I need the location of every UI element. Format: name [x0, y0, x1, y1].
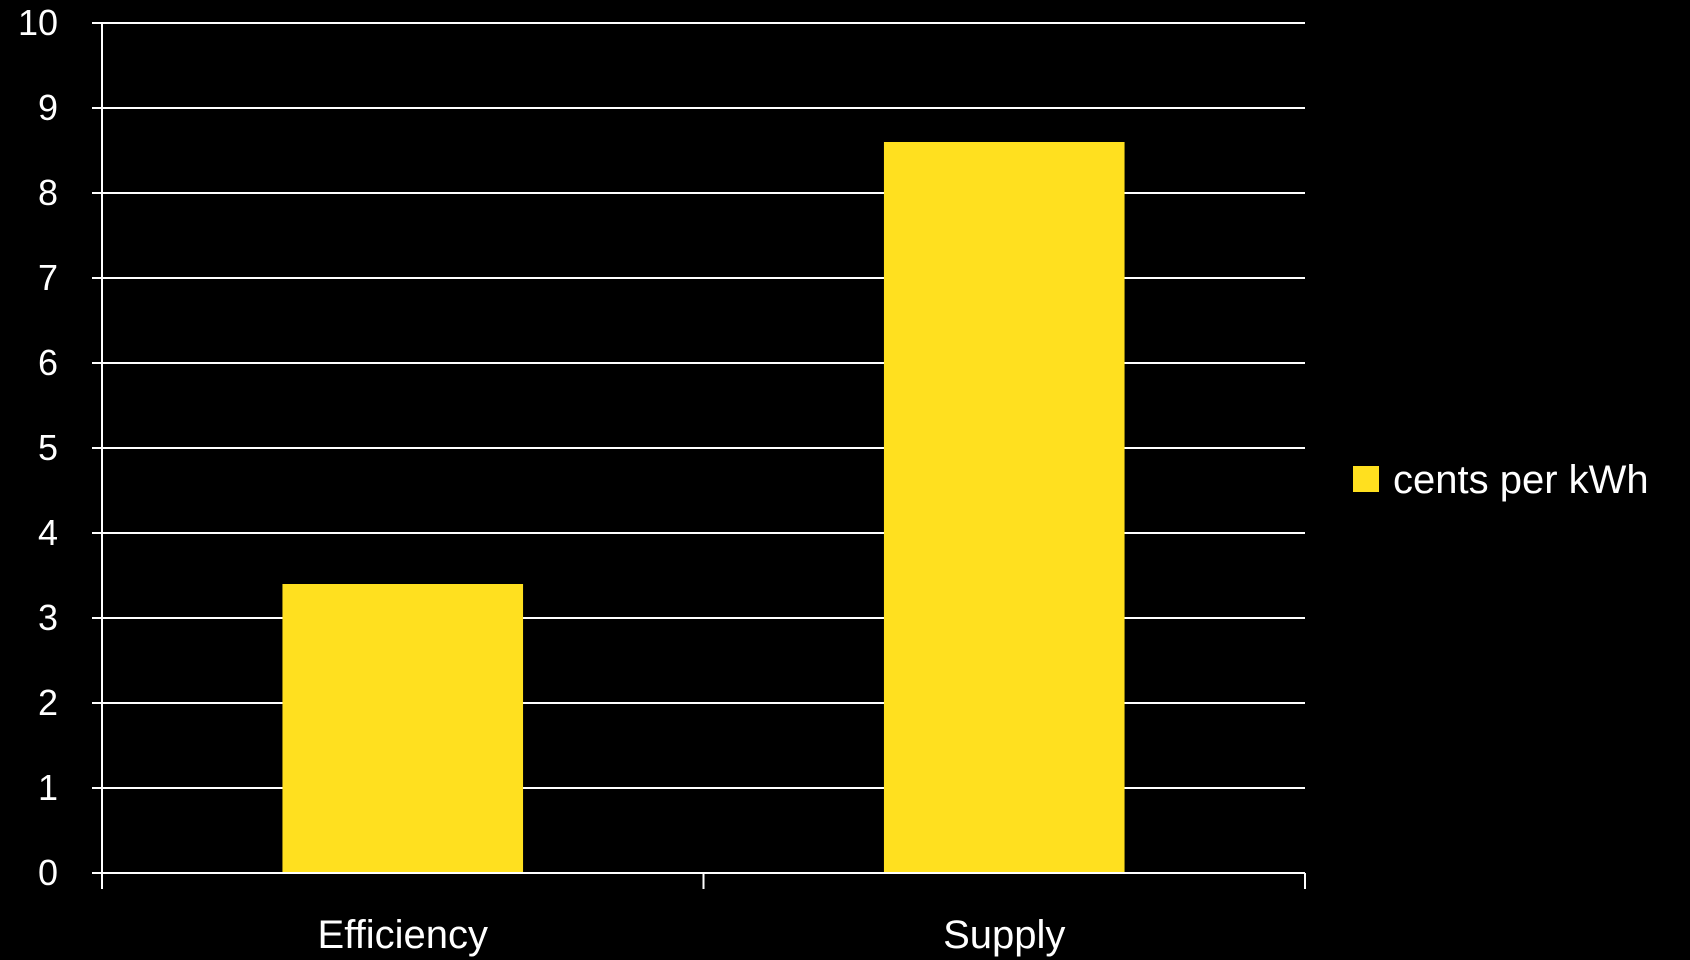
y-tick-label: 0 [38, 852, 58, 893]
x-tick-label: Efficiency [318, 913, 488, 957]
y-tick-label: 10 [18, 2, 58, 43]
x-tick-label: Supply [943, 913, 1065, 957]
legend-label: cents per kWh [1393, 458, 1649, 502]
y-axis-ticks: 0 1 2 3 4 5 6 7 8 9 10 [18, 2, 102, 893]
y-tick-label: 3 [38, 597, 58, 638]
y-tick-label: 8 [38, 172, 58, 213]
y-tick-label: 1 [38, 767, 58, 808]
y-tick-label: 4 [38, 512, 58, 553]
y-tick-label: 9 [38, 87, 58, 128]
y-tick-label: 6 [38, 342, 58, 383]
axes [101, 23, 1306, 889]
y-tick-label: 5 [38, 427, 58, 468]
y-tick-label: 2 [38, 682, 58, 723]
bars [282, 142, 1125, 873]
legend-swatch [1353, 466, 1379, 492]
y-tick-label: 7 [38, 257, 58, 298]
x-axis-ticks: Efficiency Supply [318, 913, 1066, 957]
legend: cents per kWh [1353, 458, 1649, 502]
bar-supply [883, 142, 1125, 873]
bar-efficiency [282, 584, 524, 873]
